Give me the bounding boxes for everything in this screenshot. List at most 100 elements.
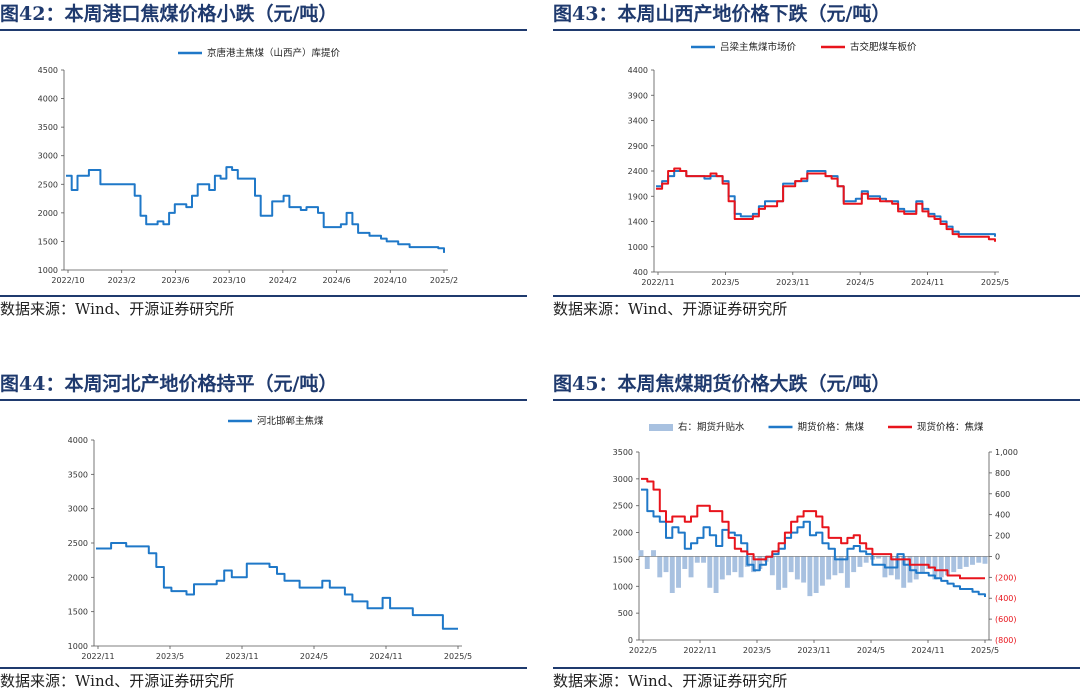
x-tick-label: 2022/11 (641, 278, 674, 287)
y-tick-label: 3000 (613, 475, 633, 484)
y-tick-label: 1400 (628, 218, 648, 227)
x-tick-label: 2023/10 (213, 276, 246, 285)
premium-bar (794, 556, 800, 580)
x-tick-label: 2023/5 (156, 652, 184, 661)
series-line (96, 542, 458, 630)
figure-45-title: 图45：本周焦煤期货价格大跌（元/吨） (553, 370, 1080, 403)
x-tick-label: 2025/5 (444, 652, 472, 661)
y-tick-label: 1500 (68, 608, 88, 617)
x-tick-label: 2023/6 (161, 276, 189, 285)
premium-bar (832, 556, 838, 576)
figure-42-title-text: 本周港口焦煤价格小跌（元/吨） (64, 3, 338, 25)
premium-bar (682, 556, 688, 569)
y-tick-label: 2000 (38, 209, 58, 218)
premium-bar (701, 556, 707, 563)
premium-bar (857, 556, 863, 567)
figure-43-source: 数据来源：Wind、开源证券研究所 (553, 295, 1080, 321)
y-tick-label: 4000 (68, 436, 88, 445)
y-tick-label: 3000 (68, 505, 88, 514)
y-tick-label: 1500 (38, 237, 58, 246)
figure-44-source: 数据来源：Wind、开源证券研究所 (0, 667, 527, 693)
y-tick-label: 1000 (38, 266, 58, 275)
series-line (66, 166, 445, 253)
figure-43-label: 图43： (553, 3, 618, 25)
premium-bar (851, 556, 857, 573)
x-tick-label: 2024/11 (369, 652, 402, 661)
premium-bar (719, 556, 725, 580)
figure-45-label: 图45： (553, 373, 618, 395)
premium-bar (776, 556, 782, 590)
figure-42-label: 图42： (0, 3, 65, 25)
figure-42-source: 数据来源：Wind、开源证券研究所 (0, 295, 527, 321)
x-tick-label: 2024/11 (911, 646, 944, 655)
premium-bar (694, 556, 700, 563)
y-tick-label: 4000 (38, 95, 58, 104)
legend-label: 古交肥煤车板价 (850, 41, 917, 53)
y-tick-label: 3500 (68, 470, 88, 479)
premium-bar (945, 556, 950, 576)
y-tick-label: 1500 (613, 555, 633, 564)
figure-43: 图43：本周山西产地价格下跌（元/吨） 400 1000 1400 1900 2400 2… (553, 0, 1080, 330)
y-tick-label: 4500 (38, 66, 58, 75)
premium-bar (676, 556, 681, 588)
y2-tick-label: 200 (995, 532, 1010, 541)
y2-tick-label: 600 (995, 490, 1010, 499)
premium-bar (769, 556, 775, 576)
y-tick-label: 2400 (628, 167, 648, 176)
series-line (656, 170, 996, 237)
y-tick-label: 1900 (628, 192, 648, 201)
premium-bar (669, 556, 675, 593)
x-tick-label: 2023/5 (743, 646, 771, 655)
premium-bar (651, 550, 656, 557)
premium-bar (732, 556, 738, 573)
y-tick-label: 1000 (613, 582, 633, 591)
premium-bar (757, 556, 763, 569)
chart-43: 400 1000 1400 1900 2400 2900 3400 3900 4400 2022/… (628, 41, 1009, 287)
x-tick-label: 2023/5 (711, 278, 739, 287)
premium-bar (838, 556, 844, 574)
x-tick-label: 2022/11 (683, 646, 716, 655)
chart-44: 1000 1500 2000 2500 3000 3500 4000 2022/11 2023/… (68, 415, 472, 661)
premium-bar (638, 550, 644, 557)
legend-label: 河北邯郸主焦煤 (257, 415, 324, 427)
premium-bar (738, 556, 744, 578)
premium-bar (788, 556, 794, 573)
legend-label: 现货价格：焦煤 (917, 421, 984, 433)
premium-bar (782, 556, 788, 588)
series-line (656, 167, 996, 242)
y-tick-label: 4400 (628, 66, 648, 75)
y-tick-label: 2500 (68, 539, 88, 548)
figure-44-label: 图44： (0, 373, 65, 395)
y2-tick-label: 800 (995, 469, 1010, 478)
premium-bar (901, 556, 907, 588)
premium-bar (863, 556, 869, 563)
premium-bar (644, 556, 650, 569)
x-tick-label: 2023/11 (797, 646, 830, 655)
title-rule (553, 29, 1080, 31)
premium-bar (938, 556, 944, 578)
y-tick-label: 2000 (613, 529, 633, 538)
y-tick-label: 0 (628, 636, 633, 645)
x-tick-label: 2024/11 (911, 278, 944, 287)
premium-bar (926, 556, 932, 569)
premium-bar (801, 556, 807, 583)
legend-label: 期货价格：焦煤 (798, 421, 865, 433)
y-tick-label: 2500 (38, 180, 58, 189)
x-tick-label: 2025/5 (971, 646, 999, 655)
y2-tick-label: (200) (995, 573, 1017, 582)
y-tick-label: 3500 (38, 123, 58, 132)
x-tick-label: 2024/2 (269, 276, 297, 285)
y-tick-label: 2500 (613, 502, 633, 511)
y2-tick-label: 400 (995, 511, 1010, 520)
premium-bar (844, 556, 850, 588)
x-tick-label: 2022/11 (81, 652, 114, 661)
x-tick-label: 2024/5 (300, 652, 328, 661)
figure-43-title-text: 本周山西产地价格下跌（元/吨） (617, 3, 891, 25)
premium-bar (688, 556, 694, 578)
figure-45: 图45：本周焦煤期货价格大跌（元/吨） 0 500 1000 1500 2000 2500… (553, 370, 1080, 691)
premium-bar (807, 556, 813, 597)
figure-44-title: 图44：本周河北产地价格持平（元/吨） (0, 370, 527, 403)
x-tick-label: 2025/5 (981, 278, 1009, 287)
y2-tick-label: (800) (995, 636, 1017, 645)
premium-bar (951, 556, 957, 573)
